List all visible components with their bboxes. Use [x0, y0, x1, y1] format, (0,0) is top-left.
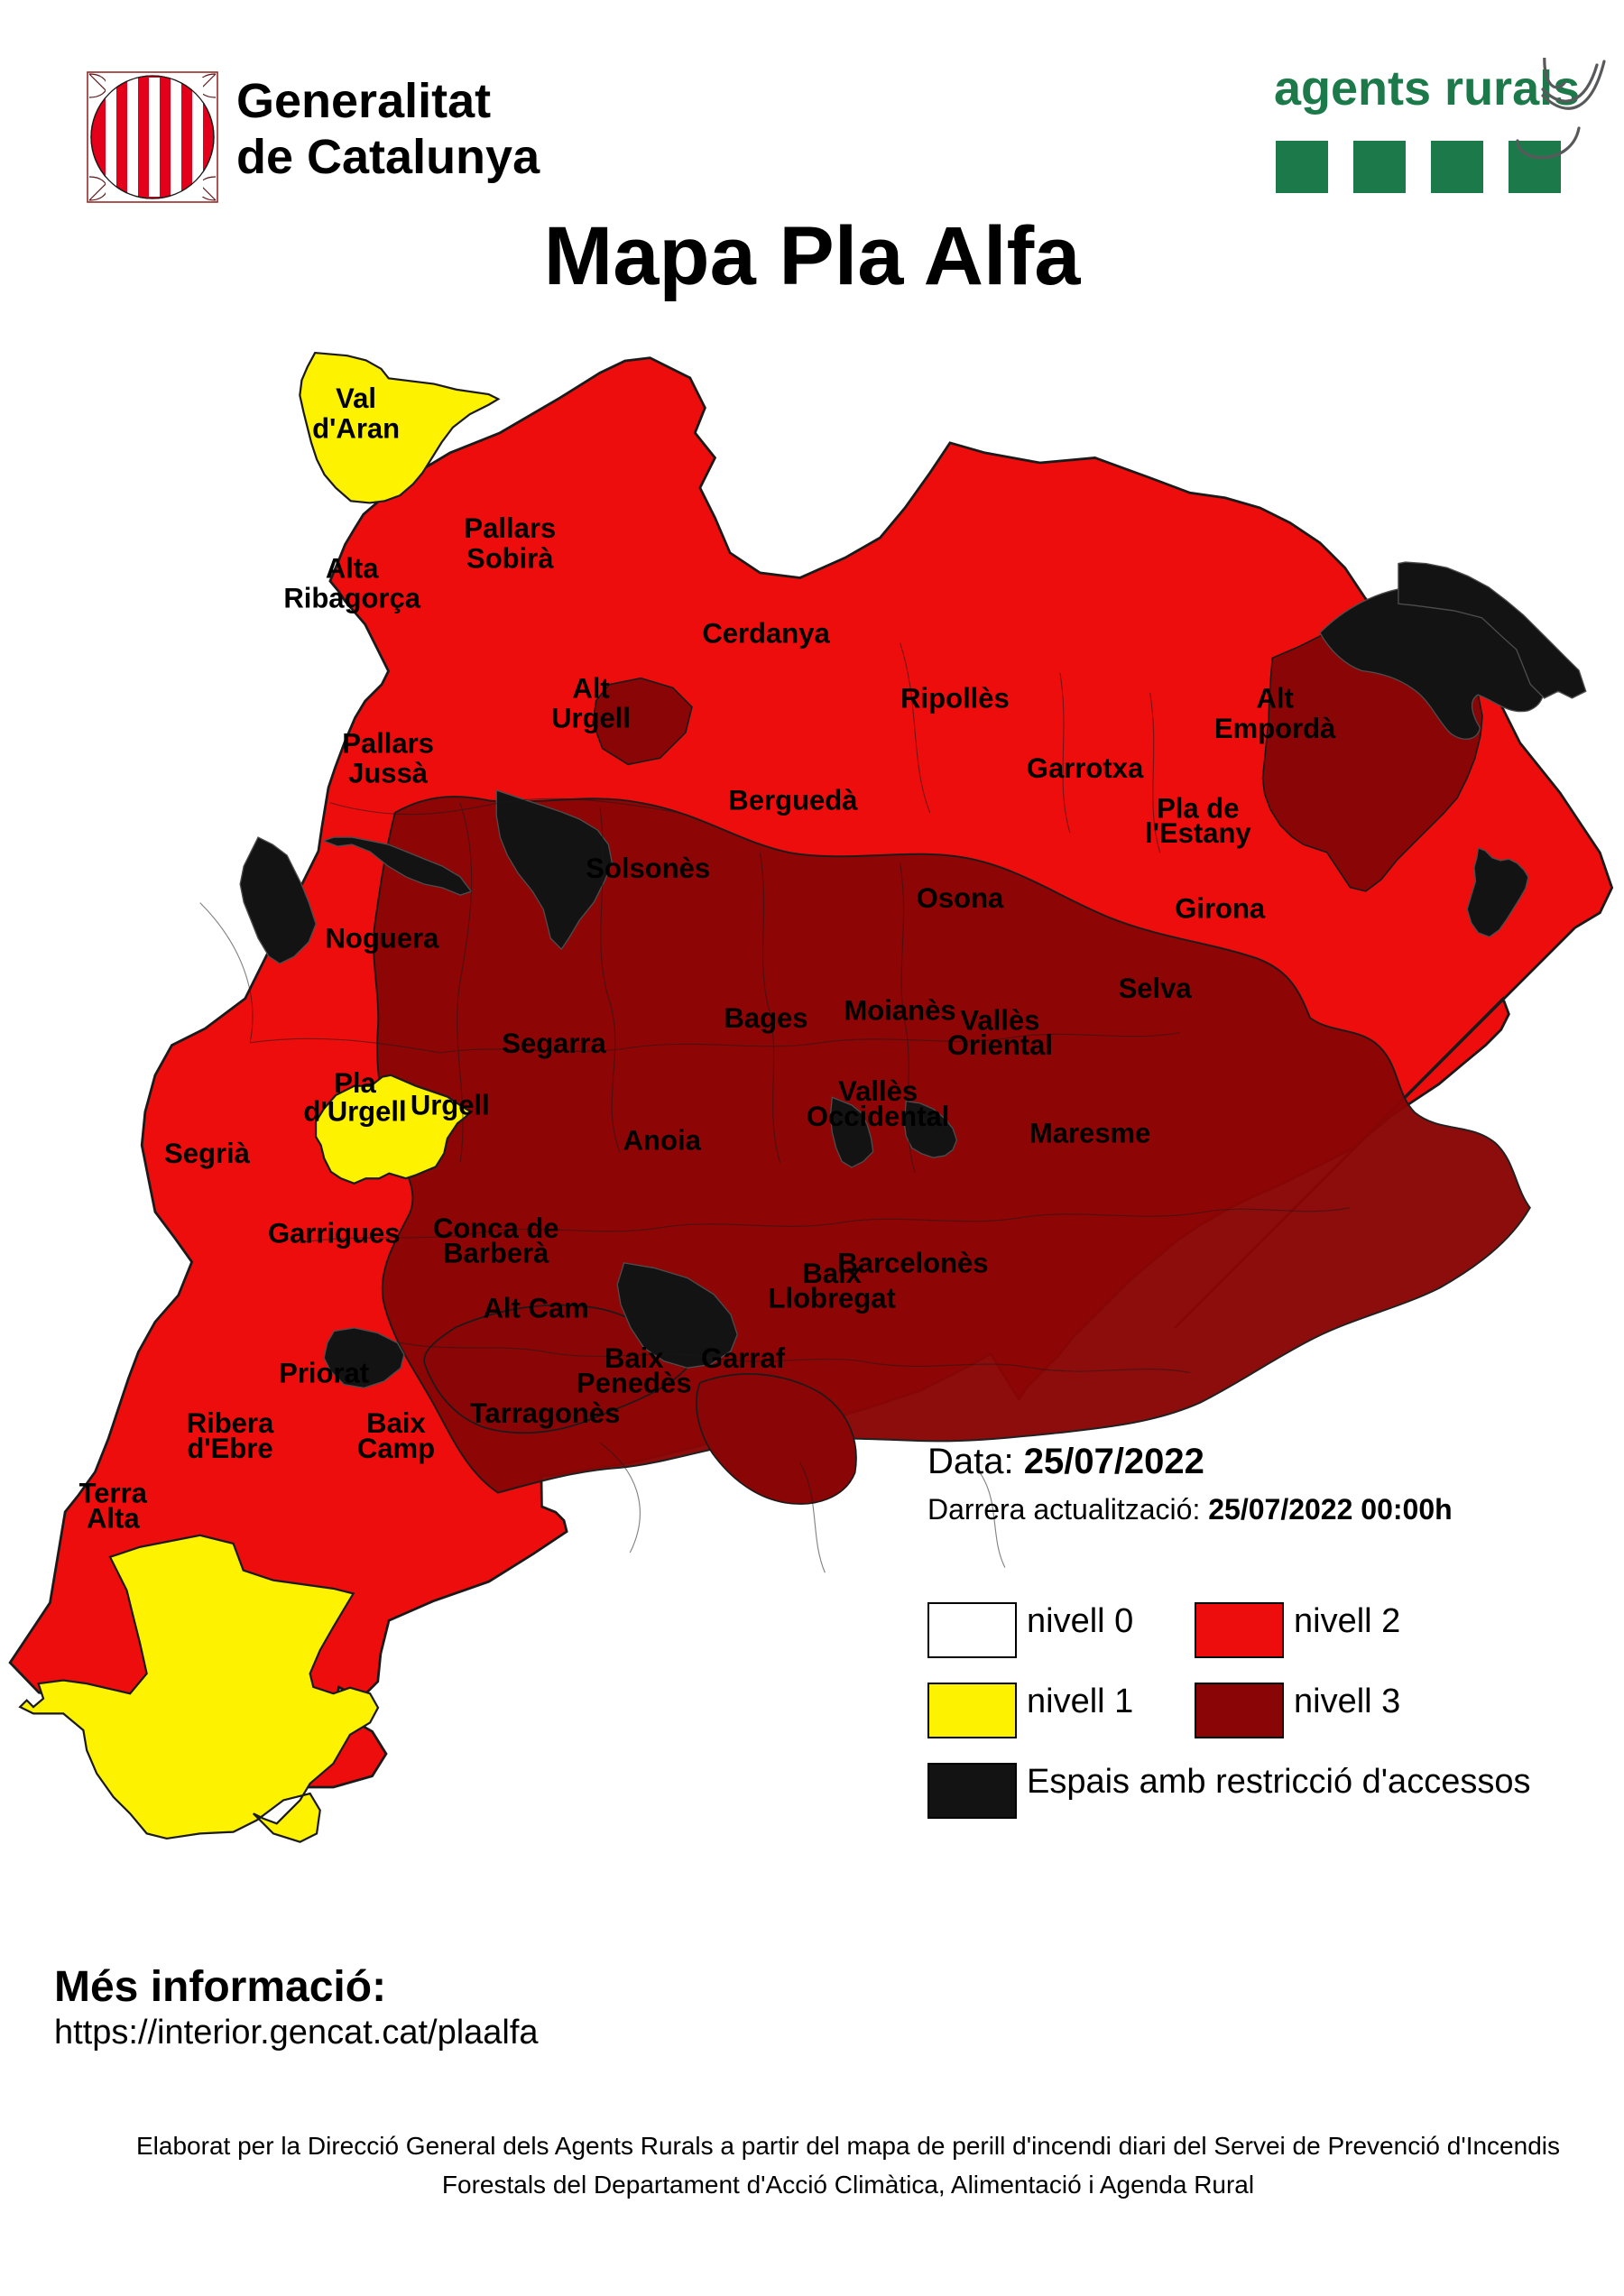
svg-text:Pla: Pla [334, 1067, 376, 1099]
svg-text:Urgell: Urgell [411, 1090, 490, 1121]
svg-text:d'Urgell: d'Urgell [303, 1095, 406, 1127]
svg-text:Solsonès: Solsonès [586, 853, 710, 884]
svg-text:agents rurals: agents rurals [1274, 61, 1580, 115]
svg-text:Alta: Alta [326, 552, 379, 584]
svg-text:Occidental: Occidental [807, 1101, 950, 1132]
svg-text:Sobirà: Sobirà [466, 542, 554, 574]
svg-text:Garrigues: Garrigues [268, 1217, 401, 1249]
svg-text:Moianès: Moianès [844, 994, 955, 1026]
svg-text:d'Ebre: d'Ebre [187, 1433, 272, 1464]
svg-text:Alt: Alt [1256, 683, 1293, 715]
svg-text:Jussà: Jussà [348, 758, 429, 789]
svg-text:Anoia: Anoia [623, 1124, 702, 1156]
svg-text:Bages: Bages [724, 1002, 807, 1034]
svg-text:l'Estany: l'Estany [1145, 817, 1251, 849]
svg-text:Urgell: Urgell [551, 703, 631, 734]
svg-text:d'Aran: d'Aran [312, 412, 400, 444]
svg-text:Berguedà: Berguedà [728, 785, 858, 816]
svg-text:Llobregat: Llobregat [769, 1283, 896, 1314]
svg-text:Pallars: Pallars [342, 727, 434, 759]
svg-text:Barcelonès: Barcelonès [837, 1248, 988, 1279]
svg-text:Tarragonès: Tarragonès [470, 1397, 621, 1429]
svg-text:Pallars: Pallars [464, 512, 556, 544]
svg-text:Alt: Alt [572, 672, 609, 704]
svg-text:Ripollès: Ripollès [900, 683, 1010, 715]
svg-text:Penedès: Penedès [577, 1368, 692, 1399]
svg-text:Empordà: Empordà [1214, 713, 1336, 744]
svg-text:Segrià: Segrià [164, 1138, 251, 1169]
svg-text:Alt Cam: Alt Cam [484, 1293, 589, 1324]
svg-text:Barberà: Barberà [443, 1238, 549, 1269]
svg-text:Osona: Osona [917, 882, 1004, 914]
svg-text:Ribagorça: Ribagorça [283, 583, 420, 614]
svg-text:Garraf: Garraf [701, 1342, 786, 1374]
svg-text:Alta: Alta [87, 1502, 140, 1534]
svg-text:Noguera: Noguera [326, 923, 440, 954]
svg-text:Segarra: Segarra [502, 1028, 606, 1059]
svg-text:Maresme: Maresme [1029, 1118, 1150, 1149]
svg-text:Val: Val [336, 383, 376, 414]
svg-text:Camp: Camp [357, 1433, 435, 1464]
svg-text:Selva: Selva [1119, 973, 1193, 1004]
svg-text:Garrotxa: Garrotxa [1027, 752, 1144, 784]
svg-text:Priorat: Priorat [279, 1358, 369, 1389]
svg-text:Cerdanya: Cerdanya [702, 617, 830, 649]
svg-text:Oriental: Oriental [947, 1029, 1053, 1061]
svg-text:Girona: Girona [1175, 892, 1266, 924]
